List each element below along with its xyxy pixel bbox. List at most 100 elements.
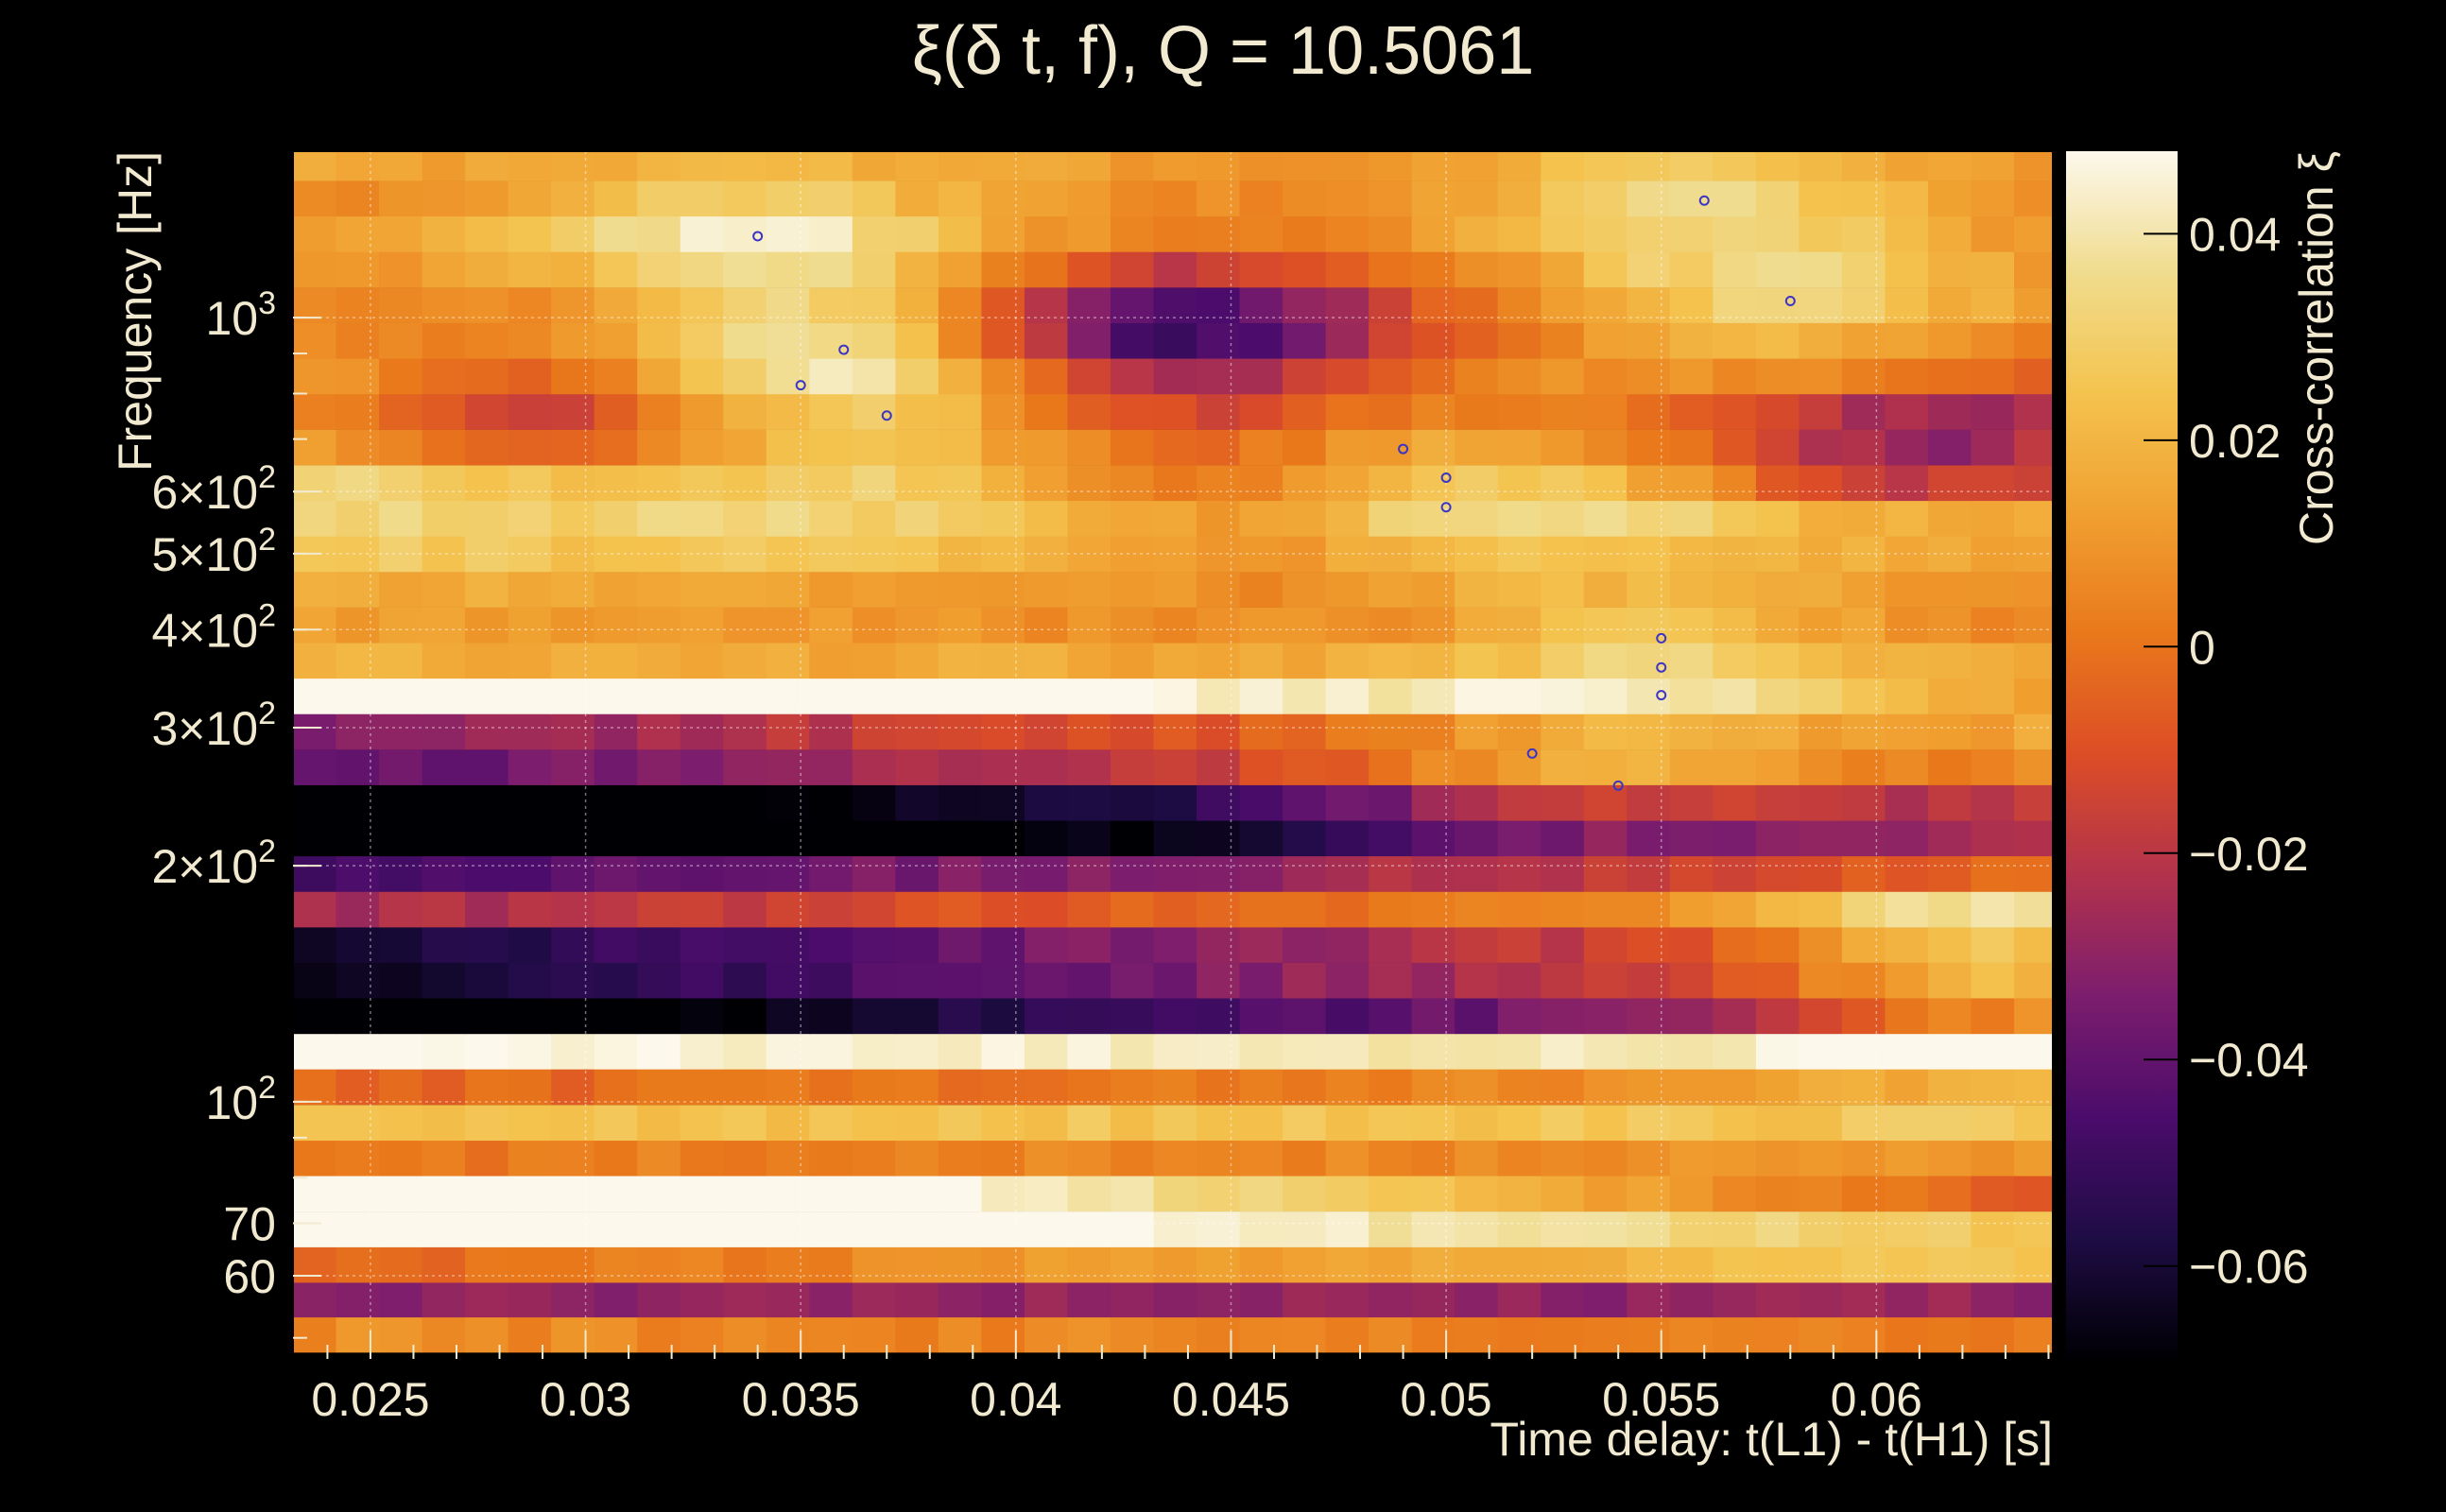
heatmap-cell [895,500,939,537]
heatmap-cell [2014,1246,2054,1283]
heatmap-cell [1153,151,1197,181]
heatmap-cell [1197,1246,1241,1283]
heatmap-cell [336,1105,380,1142]
heatmap-cell [1841,500,1886,537]
heatmap-cell [1110,287,1155,323]
heatmap-cell [1713,1140,1757,1177]
heatmap-cell [637,678,681,714]
heatmap-cell [637,1033,681,1070]
heatmap-cell [1369,358,1413,395]
heatmap-cell [1411,713,1456,750]
heatmap-cell [766,998,810,1035]
heatmap-cell [1713,429,1757,466]
heatmap-cell [1239,998,1283,1035]
heatmap-cell [1627,749,1671,785]
heatmap-cell [1885,1140,1929,1177]
heatmap-cell [1411,820,1456,857]
heatmap-cell [766,1316,810,1353]
heatmap-cell [766,678,810,714]
heatmap-cell [766,820,810,857]
heatmap-cell [508,1069,552,1106]
heatmap-cell [723,151,767,181]
heatmap-cell [1455,572,1499,608]
heatmap-cell [1239,643,1283,679]
heatmap-cell [981,1281,1025,1318]
heatmap-cell [1541,251,1585,288]
heatmap-cell [1841,215,1886,252]
heatmap-cell [1153,215,1197,252]
heatmap-cell [293,713,337,750]
heatmap-cell [1369,465,1413,502]
heatmap-cell [465,1281,509,1318]
heatmap-cell [852,962,896,999]
heatmap-cell [1067,927,1111,963]
heatmap-cell [1325,465,1369,502]
heatmap-cell [637,1316,681,1353]
heatmap-cell [938,393,983,430]
heatmap-cell [1153,572,1197,608]
heatmap-cell [1024,151,1069,181]
heatmap-cell [1197,891,1241,928]
heatmap-cell [293,465,337,502]
heatmap-cell [293,998,337,1035]
heatmap-cell [1755,1105,1800,1142]
heatmap-cell [336,1246,380,1283]
heatmap-cell [422,643,466,679]
heatmap-cell [1455,1281,1499,1318]
heatmap-cell [1841,1176,1886,1212]
heatmap-cell [465,151,509,181]
heatmap-cell [293,251,337,288]
heatmap-cell [1927,643,1972,679]
heatmap-cell [723,180,767,217]
heatmap-cell [1669,572,1714,608]
heatmap-cell [1841,429,1886,466]
heatmap-cell [2014,1176,2054,1212]
heatmap-cell [1067,358,1111,395]
heatmap-cell [809,998,853,1035]
heatmap-cell [1455,678,1499,714]
heatmap-cell [1669,180,1714,217]
heatmap-cell [1024,1281,1069,1318]
heatmap-cell [1153,784,1197,821]
heatmap-cell [465,1140,509,1177]
heatmap-cell [293,927,337,963]
heatmap-cell [508,820,552,857]
x-tick-label: 0.03 [540,1373,631,1426]
heatmap-cell [1927,429,1972,466]
heatmap-cell [1497,358,1542,395]
heatmap-cell [2014,962,2054,999]
heatmap-cell [1627,1069,1671,1106]
heatmap-cell [1325,151,1369,181]
heatmap-cell [723,1211,767,1247]
heatmap-cell [1497,607,1542,644]
heatmap-cell [852,1069,896,1106]
heatmap-cell [1541,643,1585,679]
peak-marker [1440,502,1452,513]
heatmap-cell [1583,891,1628,928]
heatmap-cell [766,465,810,502]
heatmap-cell [1841,151,1886,181]
heatmap-cell [852,855,896,892]
heatmap-cell [637,643,681,679]
heatmap-cell [465,820,509,857]
heatmap-cell [1841,358,1886,395]
heatmap-cell [1067,151,1111,181]
peak-marker [1656,662,1667,673]
heatmap-cell [336,1316,380,1353]
heatmap-cell [2014,643,2054,679]
heatmap-cell [809,500,853,537]
heatmap-cell [981,891,1025,928]
heatmap-cell [637,215,681,252]
heatmap-cell [336,251,380,288]
heatmap-cell [1110,643,1155,679]
heatmap-cell [422,749,466,785]
heatmap-cell [1455,855,1499,892]
heatmap-cell [1455,607,1499,644]
heatmap-cell [379,1316,423,1353]
heatmap-cell [1455,962,1499,999]
heatmap-cell [1627,678,1671,714]
heatmap-cell [1369,678,1413,714]
heatmap-cell [981,784,1025,821]
heatmap-cell [1283,1176,1327,1212]
heatmap-cell [637,855,681,892]
